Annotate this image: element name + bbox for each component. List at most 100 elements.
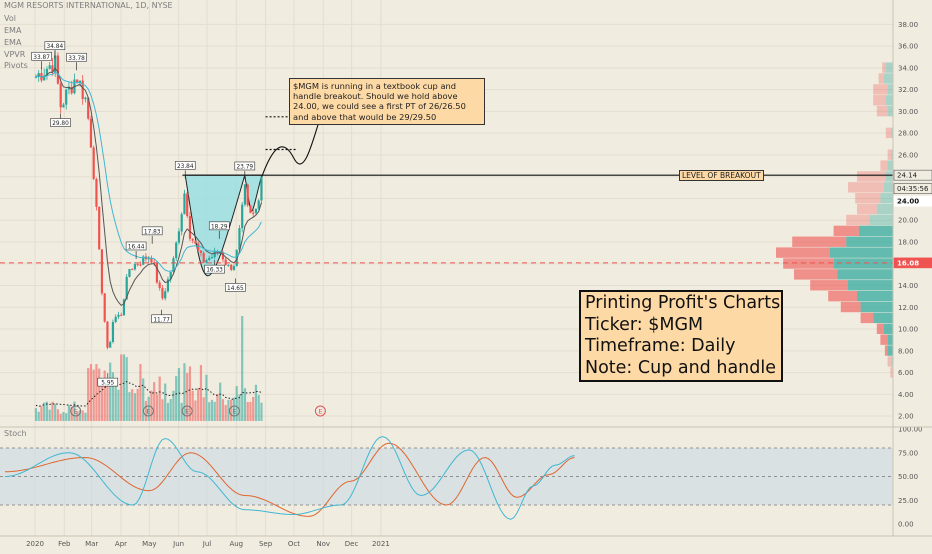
candle-body <box>210 257 214 259</box>
candle-body <box>199 250 203 253</box>
volume-profile-down-bar <box>776 247 830 258</box>
info-line-title: Printing Profit's Charts <box>585 293 781 313</box>
time-tick-label: Feb <box>58 540 71 548</box>
indicator-pivots-label[interactable]: Pivots <box>4 61 28 70</box>
earnings-marker: E <box>70 405 82 417</box>
volume-bar <box>252 396 255 421</box>
candle-body <box>51 65 54 73</box>
volume-bar <box>111 372 115 421</box>
volume-bar <box>158 376 161 421</box>
candle-body <box>260 176 263 201</box>
candle-body <box>62 104 65 108</box>
volume-bar <box>87 368 90 421</box>
candle-body <box>197 243 200 251</box>
price-tag: 16.08 <box>893 257 932 269</box>
candle-body <box>120 314 123 316</box>
candle-body <box>142 256 145 265</box>
candle-body <box>84 97 87 100</box>
volume-bar <box>241 316 244 421</box>
candle-body <box>177 231 181 243</box>
candle-body <box>45 68 49 76</box>
candle-body <box>202 252 205 263</box>
volume-bar <box>98 368 101 421</box>
pivot-label-text: 14.65 <box>227 286 244 292</box>
volume-bar <box>166 402 170 421</box>
volume-profile-down-bar <box>882 62 886 73</box>
candle-body <box>76 79 79 83</box>
volume-bar <box>109 362 112 421</box>
time-tick-label: Apr <box>115 540 127 548</box>
time-tick-label: 2021 <box>372 540 390 548</box>
volume-profile-up-bar <box>887 334 893 345</box>
symbol-header[interactable]: MGM RESORTS INTERNATIONAL, 1D, NYSE <box>4 1 173 10</box>
pivot-label-text: 16.44 <box>128 244 145 250</box>
volume-bar <box>142 378 145 421</box>
volume-bar <box>89 364 93 421</box>
price-tick-label: 8.00 <box>898 347 914 355</box>
earnings-marker-letter: E <box>232 408 236 416</box>
pivot-label-text: 5.95 <box>101 381 114 387</box>
price-tag-label: 16.08 <box>897 259 919 267</box>
volume-profile-down-bar <box>887 149 892 160</box>
pivot-label: 33.78 <box>66 52 87 71</box>
volume-bar <box>219 382 222 421</box>
volume-bar <box>257 395 260 421</box>
price-tick-label: 4.00 <box>898 391 914 399</box>
volume-bar <box>235 386 238 421</box>
volume-bar <box>34 408 38 421</box>
time-tick-label: Nov <box>316 540 330 548</box>
candle-body <box>164 291 167 299</box>
volume-bar <box>180 402 183 421</box>
volume-profile-down-bar <box>794 269 838 280</box>
indicator-vpvr-label[interactable]: VPVR <box>4 50 26 59</box>
candle-body <box>166 279 170 292</box>
price-tick-label: 20.00 <box>898 217 918 225</box>
volume-profile-up-bar <box>869 214 893 226</box>
candle-body <box>191 238 194 241</box>
volume-profile-down-bar <box>828 290 857 302</box>
volume-bar <box>48 409 51 421</box>
volume-bar <box>260 402 263 421</box>
volume-bar <box>51 401 54 421</box>
volume-bar <box>43 402 46 421</box>
volume-bar <box>188 366 192 421</box>
volume-profile-up-bar <box>885 62 893 73</box>
candle-body <box>109 341 112 348</box>
stoch-tick-label: 50.00 <box>898 473 918 481</box>
volume-bar <box>221 399 225 421</box>
volume-profile-up-bar <box>891 149 893 160</box>
stoch-label[interactable]: Stoch <box>4 429 27 438</box>
volume-bar <box>164 383 167 421</box>
candle-body <box>155 262 159 283</box>
volume-profile-up-bar <box>891 127 893 139</box>
volume-bar <box>210 399 214 421</box>
volume-bar <box>227 399 230 421</box>
price-tick-label: 38.00 <box>898 21 918 29</box>
pivot-label: 29.80 <box>50 113 71 127</box>
pivot-label-text: 23.79 <box>236 164 253 170</box>
candle-body <box>117 314 120 317</box>
volume-bar <box>205 374 208 421</box>
candle-body <box>230 264 233 270</box>
pivot-label-text: 11.77 <box>153 317 170 323</box>
volume-bar <box>131 389 134 421</box>
volume-bar <box>155 394 159 421</box>
volume-bar <box>139 363 142 421</box>
indicator-vol-label[interactable]: Vol <box>4 14 16 23</box>
volume-profile-down-bar <box>810 280 848 291</box>
volume-profile-down-bar <box>848 182 884 193</box>
volume-profile-down-bar <box>840 301 861 313</box>
price-tag: 04:35:56 <box>893 183 932 194</box>
volume-profile-down-bar <box>878 73 884 84</box>
candle-body <box>257 200 260 209</box>
analysis-note: $MGM is running in a textbook cup and ha… <box>289 78 485 125</box>
volume-profile-down-bar <box>846 214 870 226</box>
volume-bar <box>37 411 40 421</box>
candle-body <box>254 208 258 213</box>
candle-body <box>67 86 71 90</box>
candle-body <box>122 299 126 316</box>
indicator-ema-label[interactable]: EMA <box>4 26 22 35</box>
indicator-ema2-label[interactable]: EMA <box>4 38 22 47</box>
candle-body <box>221 252 225 260</box>
